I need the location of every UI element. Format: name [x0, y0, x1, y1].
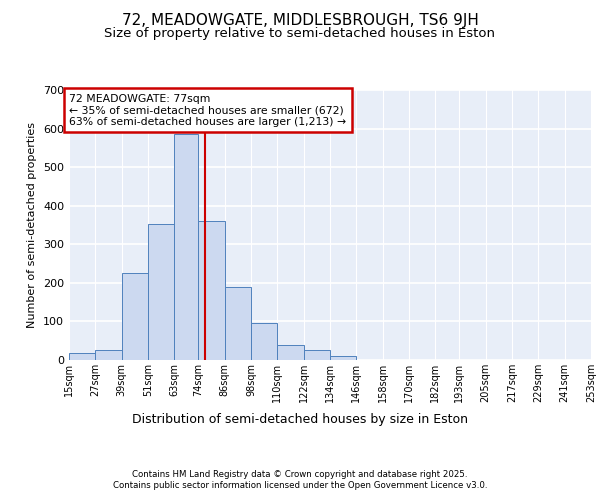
Bar: [69, 353, 95, 360]
Text: Contains HM Land Registry data © Crown copyright and database right 2025.: Contains HM Land Registry data © Crown c…: [132, 470, 468, 479]
Text: Distribution of semi-detached houses by size in Eston: Distribution of semi-detached houses by …: [132, 412, 468, 426]
Y-axis label: Number of semi-detached properties: Number of semi-detached properties: [28, 122, 37, 328]
Bar: [304, 350, 330, 360]
Bar: [122, 273, 148, 360]
Text: 72, MEADOWGATE, MIDDLESBROUGH, TS6 9JH: 72, MEADOWGATE, MIDDLESBROUGH, TS6 9JH: [122, 12, 478, 28]
Bar: [199, 221, 225, 360]
Bar: [251, 322, 277, 360]
Bar: [174, 134, 199, 360]
Bar: [225, 286, 251, 360]
Bar: [148, 224, 174, 360]
Bar: [95, 350, 122, 360]
Bar: [330, 356, 356, 360]
Text: Contains public sector information licensed under the Open Government Licence v3: Contains public sector information licen…: [113, 481, 487, 490]
Text: 72 MEADOWGATE: 77sqm
← 35% of semi-detached houses are smaller (672)
63% of semi: 72 MEADOWGATE: 77sqm ← 35% of semi-detac…: [69, 94, 346, 127]
Bar: [277, 344, 304, 360]
Text: Size of property relative to semi-detached houses in Eston: Size of property relative to semi-detach…: [104, 28, 496, 40]
